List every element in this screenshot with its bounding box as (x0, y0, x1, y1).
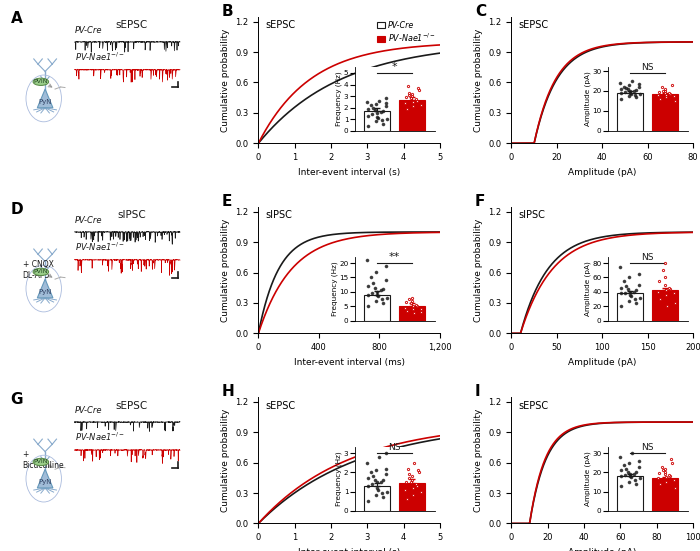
Text: PVIN: PVIN (34, 460, 48, 464)
Text: sIPSC: sIPSC (266, 210, 293, 220)
Y-axis label: Cumulative probability: Cumulative probability (221, 28, 230, 132)
Ellipse shape (33, 268, 49, 276)
X-axis label: Inter-event interval (s): Inter-event interval (s) (298, 548, 400, 551)
Y-axis label: Cumulative probability: Cumulative probability (221, 218, 230, 322)
Text: A: A (10, 12, 22, 26)
Y-axis label: Cumulative probability: Cumulative probability (474, 218, 483, 322)
X-axis label: Amplitude (pA): Amplitude (pA) (568, 548, 636, 551)
Text: PVIN: PVIN (34, 269, 48, 274)
Text: sEPSC: sEPSC (116, 20, 148, 30)
Text: +
Bicuculline: + Bicuculline (22, 450, 64, 470)
Legend: PV-Cre, PV-Nae1$^{-/-}$: PV-Cre, PV-Nae1$^{-/-}$ (377, 20, 436, 44)
Polygon shape (37, 279, 53, 298)
Y-axis label: Cumulative probability: Cumulative probability (474, 408, 483, 512)
Text: sEPSC: sEPSC (519, 401, 549, 410)
Text: PV-Nae1$^{-/-}$: PV-Nae1$^{-/-}$ (74, 50, 125, 63)
Text: PyN: PyN (38, 479, 52, 485)
X-axis label: Inter-event interval (s): Inter-event interval (s) (298, 168, 400, 176)
X-axis label: Inter-event interval (ms): Inter-event interval (ms) (294, 358, 405, 366)
Text: PV-Nae1$^{-/-}$: PV-Nae1$^{-/-}$ (74, 240, 125, 253)
X-axis label: Amplitude (pA): Amplitude (pA) (568, 358, 636, 366)
Polygon shape (37, 89, 53, 108)
Text: sEPSC: sEPSC (266, 20, 296, 30)
Text: G: G (10, 392, 23, 407)
Text: PV-Nae1$^{-/-}$: PV-Nae1$^{-/-}$ (74, 430, 125, 443)
Text: PV-Cre: PV-Cre (74, 406, 102, 415)
Text: B: B (222, 4, 234, 19)
Text: PyN: PyN (38, 289, 52, 295)
Y-axis label: Cumulative probability: Cumulative probability (474, 28, 483, 132)
Polygon shape (37, 469, 53, 488)
Y-axis label: Cumulative probability: Cumulative probability (221, 408, 230, 512)
Text: PVIN: PVIN (34, 79, 48, 84)
Text: sEPSC: sEPSC (266, 401, 296, 410)
Text: sEPSC: sEPSC (116, 401, 148, 410)
Ellipse shape (33, 458, 49, 466)
Text: sIPSC: sIPSC (117, 210, 146, 220)
Text: E: E (222, 194, 232, 209)
Text: H: H (222, 384, 235, 399)
Text: I: I (475, 384, 481, 399)
Ellipse shape (33, 78, 49, 85)
Text: + CNQX
DL-AP5: + CNQX DL-AP5 (22, 260, 53, 280)
Text: F: F (475, 194, 486, 209)
Text: PV-Cre: PV-Cre (74, 216, 102, 225)
Text: sEPSC: sEPSC (519, 20, 549, 30)
Text: D: D (10, 202, 23, 217)
Text: sIPSC: sIPSC (519, 210, 545, 220)
X-axis label: Amplitude (pA): Amplitude (pA) (568, 168, 636, 176)
Text: PyN: PyN (38, 99, 52, 105)
Text: PV-Cre: PV-Cre (74, 26, 102, 35)
Text: C: C (475, 4, 486, 19)
